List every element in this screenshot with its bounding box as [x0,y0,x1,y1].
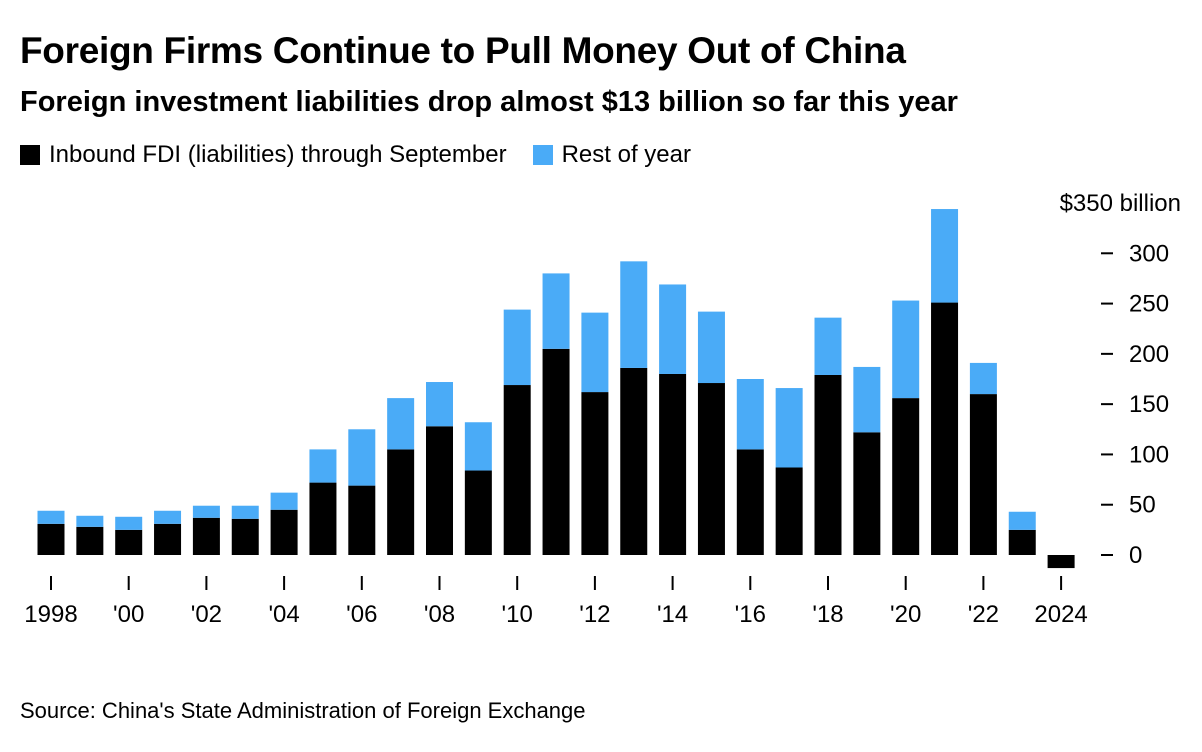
y-tick-label-200: 200 [1129,341,1169,368]
x-tick-label-2010: '10 [502,601,533,628]
bar-2006-through-september [348,485,376,555]
bar-2000-through-september [115,529,143,555]
bar-2009-through-september [464,470,492,555]
chart-subtitle: Foreign investment liabilities drop almo… [20,86,958,118]
legend-item-rest-of-year: Rest of year [532,141,691,169]
legend-swatch-through-september [20,145,40,165]
bar-2012-through-september [581,392,609,555]
bar-2011-through-september [542,348,570,555]
bar-2018-rest-of-year [814,317,842,375]
x-tick-label-2014: '14 [657,601,688,628]
bar-2002-through-september [192,517,220,555]
bar-2002-rest-of-year [192,505,220,518]
bar-2001-through-september [154,523,182,555]
bar-2008-through-september [426,426,453,555]
y-tick-label-250: 250 [1129,291,1169,318]
bar-2022-through-september [969,394,997,555]
legend-label-rest-of-year: Rest of year [561,141,691,168]
x-tick-label-2020: '20 [890,601,921,628]
bar-2005-through-september [309,482,337,555]
y-tick-label-350: $350 billion [1060,190,1181,217]
bar-2007-through-september [387,449,415,555]
bar-2008-rest-of-year [426,382,453,427]
x-tick-label-2008: '08 [424,601,455,628]
bar-2014-through-september [659,373,687,555]
y-tick-label-150: 150 [1129,391,1169,418]
bar-2006-rest-of-year [348,429,376,486]
x-tick-label-2000: '00 [113,601,144,628]
bar-1999-rest-of-year [76,515,104,527]
bar-2011-rest-of-year [542,273,570,349]
y-tick-label-300: 300 [1129,240,1169,267]
legend-label-through-september: Inbound FDI (liabilities) through Septem… [49,141,507,168]
bar-2010-rest-of-year [503,309,531,386]
y-axis: 0 50 100 150 200 250 300 $350 billion [1060,190,1181,569]
bar-2010-through-september [503,385,531,555]
x-tick-label-2024: 2024 [1034,601,1087,628]
bar-2015-rest-of-year [697,311,725,384]
y-tick-label-0: 0 [1129,542,1142,569]
chart-title: Foreign Firms Continue to Pull Money Out… [20,30,906,71]
bar-2017-through-september [775,467,803,555]
bar-2024-through-september [1047,555,1075,569]
bar-1998-through-september [37,523,65,555]
bar-2012-rest-of-year [581,312,609,393]
x-tick-label-2004: '04 [268,601,299,628]
bar-2021-through-september [931,302,959,555]
x-axis: 1998 '00 '02 '04 '06 '08 '10 '12 '14 '16 '18 '20 '22… [24,576,1088,628]
x-tick-label-2018: '18 [812,601,843,628]
bar-2000-rest-of-year [115,516,143,530]
bar-1998-rest-of-year [37,510,65,524]
bar-2007-rest-of-year [387,398,415,450]
bars-group [37,209,1075,569]
legend-item-through-september: Inbound FDI (liabilities) through Septem… [20,141,507,169]
bar-2016-rest-of-year [736,379,764,450]
x-tick-label-1998: 1998 [24,601,77,628]
bar-2023-rest-of-year [1008,511,1036,530]
bar-2013-through-september [620,367,648,555]
bar-2009-rest-of-year [464,422,492,471]
y-tick-label-100: 100 [1129,441,1169,468]
bar-2017-rest-of-year [775,388,803,468]
bar-2021-rest-of-year [931,209,959,303]
bar-2020-rest-of-year [892,300,920,399]
legend-swatch-rest-of-year [532,145,553,165]
bar-2003-rest-of-year [231,505,259,519]
bar-2019-through-september [853,432,881,555]
bar-2018-through-september [814,374,842,555]
bar-2020-through-september [892,398,920,555]
x-tick-label-2012: '12 [579,601,610,628]
bar-2004-through-september [270,509,298,555]
x-tick-label-2006: '06 [346,601,377,628]
bar-2015-through-september [697,383,725,555]
bar-2023-through-september [1008,529,1036,555]
x-tick-label-2016: '16 [735,601,766,628]
bar-1999-through-september [76,526,104,555]
bar-2005-rest-of-year [309,449,337,483]
y-tick-label-50: 50 [1129,492,1156,519]
bar-2013-rest-of-year [620,261,648,368]
x-tick-label-2022: '22 [968,601,999,628]
bar-2014-rest-of-year [659,284,687,374]
source-note: Source: China's State Administration of … [20,698,586,723]
bar-2019-rest-of-year [853,366,881,433]
legend: Inbound FDI (liabilities) through Septem… [20,141,717,169]
bar-2016-through-september [736,449,764,555]
bar-2022-rest-of-year [969,362,997,395]
bar-2004-rest-of-year [270,492,298,510]
bar-2001-rest-of-year [154,510,182,524]
x-tick-label-2002: '02 [191,601,222,628]
bar-2003-through-september [231,518,259,555]
